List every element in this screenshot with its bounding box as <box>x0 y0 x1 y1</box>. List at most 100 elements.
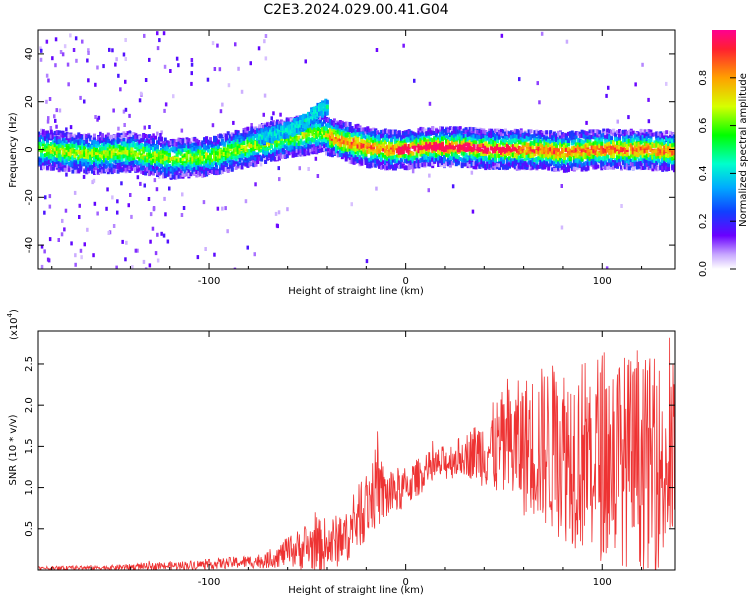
heatmap-cell <box>620 204 623 208</box>
heatmap-cell <box>224 153 228 158</box>
heatmap-cell <box>40 160 43 165</box>
heatmap-cell <box>230 143 234 148</box>
heatmap-cell <box>336 145 340 150</box>
heatmap-cell <box>85 134 89 138</box>
heatmap-cell <box>352 148 356 153</box>
heatmap-cell <box>319 135 323 140</box>
heatmap-cell <box>211 162 214 167</box>
heatmap-cell <box>193 153 197 158</box>
heatmap-cell <box>216 170 220 175</box>
heatmap-cell <box>389 149 393 154</box>
heatmap-cell <box>154 135 157 140</box>
heatmap-cell <box>220 164 224 169</box>
heatmap-cell <box>97 136 100 141</box>
heatmap-cell <box>195 151 199 156</box>
heatmap-cell <box>51 166 55 171</box>
heatmap-cell <box>161 141 165 146</box>
heatmap-cell <box>391 148 395 152</box>
heatmap-cell <box>456 129 460 134</box>
heatmap-cell <box>319 124 323 128</box>
heatmap-cell <box>340 146 344 151</box>
heatmap-cell <box>216 154 220 159</box>
heatmap-cell <box>443 148 446 153</box>
heatmap-cell <box>354 129 358 134</box>
heatmap-cell <box>175 166 179 171</box>
heatmap-cell <box>342 132 346 137</box>
heatmap-cell <box>452 129 456 134</box>
heatmap-cell <box>317 138 321 143</box>
heatmap-cell <box>81 143 85 148</box>
heatmap-cell <box>102 155 106 160</box>
heatmap-cell <box>360 127 364 132</box>
heatmap-cell <box>382 164 386 169</box>
heatmap-cell <box>450 126 454 131</box>
heatmap-cell <box>238 150 242 155</box>
heatmap-cell <box>360 141 364 146</box>
heatmap-cell <box>393 166 397 171</box>
heatmap-cell <box>211 170 214 174</box>
heatmap-cell <box>433 131 437 136</box>
heatmap-cell <box>236 147 240 152</box>
heatmap-cell <box>157 152 161 157</box>
heatmap-cell <box>87 167 91 171</box>
heatmap-cell <box>336 125 340 130</box>
heatmap-cell <box>358 148 362 153</box>
heatmap-cell <box>171 142 175 147</box>
heatmap-cell <box>53 130 57 135</box>
heatmap-cell <box>75 135 79 140</box>
heatmap-cell <box>375 48 379 52</box>
heatmap-cell <box>319 115 323 120</box>
heatmap-cell <box>61 144 65 149</box>
heatmap-cell <box>199 160 203 165</box>
heatmap-cell <box>63 132 67 137</box>
heatmap-cell <box>140 169 144 174</box>
heatmap-cell <box>177 174 181 179</box>
heatmap-cell <box>98 137 102 142</box>
heatmap-cell <box>40 128 43 133</box>
heatmap-cell <box>63 167 67 172</box>
heatmap-cell <box>360 144 364 149</box>
heatmap-cell <box>368 149 372 154</box>
heatmap-cell <box>374 138 378 143</box>
heatmap-cell <box>415 133 419 138</box>
heatmap-cell <box>429 130 433 135</box>
heatmap-cell <box>136 175 140 180</box>
heatmap-cell <box>95 152 98 157</box>
heatmap-cell <box>167 170 171 175</box>
heatmap-cell <box>370 163 374 168</box>
heatmap-cell <box>352 142 356 147</box>
heatmap-cell <box>409 131 413 136</box>
heatmap-cell <box>334 147 338 152</box>
heatmap-cell <box>354 159 358 164</box>
heatmap-cell <box>152 151 155 156</box>
heatmap-cell <box>72 48 76 52</box>
heatmap-cell <box>152 142 155 147</box>
heatmap-cell <box>301 146 305 151</box>
heatmap-cell <box>437 159 441 164</box>
heatmap-cell <box>236 162 240 167</box>
heatmap-cell <box>287 138 291 143</box>
heatmap-cell <box>128 161 132 166</box>
heatmap-cell <box>330 125 334 130</box>
heatmap-cell <box>368 131 372 136</box>
heatmap-cell <box>213 160 216 165</box>
heatmap-cell <box>82 174 86 179</box>
heatmap-cell <box>250 155 254 160</box>
heatmap-cell <box>152 158 155 163</box>
heatmap-cell <box>415 152 419 157</box>
heatmap-cell <box>187 162 191 167</box>
heatmap-cell <box>163 143 167 148</box>
heatmap-cell <box>148 134 152 139</box>
heatmap-cell <box>106 132 110 137</box>
heatmap-cell <box>411 169 415 174</box>
heatmap-cell <box>218 160 222 165</box>
heatmap-cell <box>338 120 342 124</box>
heatmap-cell <box>285 143 289 148</box>
heatmap-cell <box>57 238 60 242</box>
heatmap-cell <box>216 158 220 163</box>
heatmap-cell <box>211 123 215 128</box>
heatmap-cell <box>452 140 456 145</box>
heatmap-cell <box>165 164 169 169</box>
heatmap-cell <box>49 155 53 159</box>
heatmap-cell <box>250 151 254 156</box>
